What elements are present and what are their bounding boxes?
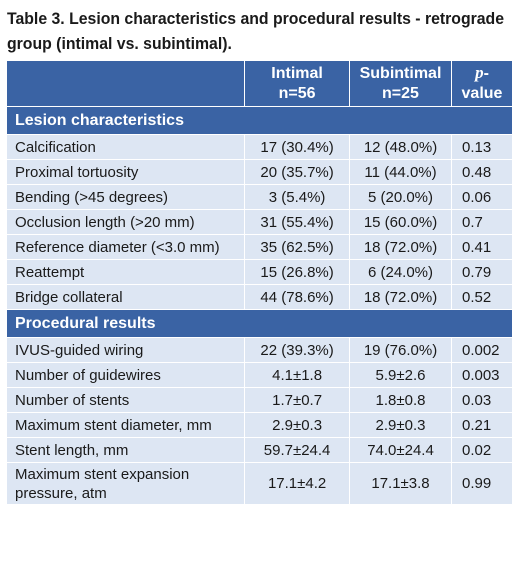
subintimal-value: 11 (44.0%) <box>349 159 452 185</box>
p-value: 0.003 <box>450 362 514 388</box>
p-value: 0.03 <box>450 387 514 413</box>
results-table: Intimal n=56 Subintimal n=25 p-value Les… <box>5 60 514 505</box>
header-pvalue: p-value <box>450 60 514 107</box>
intimal-value: 1.7±0.7 <box>244 387 351 413</box>
intimal-value: 20 (35.7%) <box>244 159 351 185</box>
p-value: 0.79 <box>450 259 514 285</box>
row-label: Number of guidewires <box>5 362 246 388</box>
row-label: Reference diameter (<3.0 mm) <box>5 234 246 260</box>
subintimal-value: 74.0±24.4 <box>349 437 452 463</box>
section-header-row: Lesion characteristics <box>6 106 513 135</box>
p-value: 0.41 <box>450 234 514 260</box>
header-subintimal-label: Subintimal <box>359 64 442 82</box>
p-value: 0.02 <box>450 437 514 463</box>
header-pvalue-p: p <box>475 63 484 82</box>
row-label: Number of stents <box>5 387 246 413</box>
table-row: Proximal tortuosity 20 (35.7%) 11 (44.0%) 0… <box>5 159 514 185</box>
table-row: Number of guidewires 4.1±1.8 5.9±2.6 0.003 <box>5 362 514 388</box>
p-value: 0.21 <box>450 412 514 438</box>
p-value: 0.13 <box>450 134 514 160</box>
table-caption: Table 3. Lesion characteristics and proc… <box>7 9 505 53</box>
subintimal-value: 15 (60.0%) <box>349 209 452 235</box>
subintimal-value: 19 (76.0%) <box>349 337 452 363</box>
subintimal-value: 5.9±2.6 <box>349 362 452 388</box>
table-row: Bending (>45 degrees) 3 (5.4%) 5 (20.0%) 0.… <box>5 184 514 210</box>
header-intimal-n: n=56 <box>278 84 316 102</box>
p-value: 0.7 <box>450 209 514 235</box>
row-label: IVUS-guided wiring <box>5 337 246 363</box>
subintimal-value: 5 (20.0%) <box>349 184 452 210</box>
intimal-value: 44 (78.6%) <box>244 284 351 310</box>
header-intimal: Intimal n=56 <box>244 60 351 107</box>
p-value: 0.06 <box>450 184 514 210</box>
row-label: Calcification <box>5 134 246 160</box>
p-value: 0.99 <box>450 462 514 505</box>
section-title: Procedural results <box>6 309 513 338</box>
intimal-value: 4.1±1.8 <box>244 362 351 388</box>
intimal-value: 22 (39.3%) <box>244 337 351 363</box>
table-row: Stent length, mm 59.7±24.4 74.0±24.4 0.02 <box>5 437 514 463</box>
row-label: Bending (>45 degrees) <box>5 184 246 210</box>
intimal-value: 2.9±0.3 <box>244 412 351 438</box>
header-pvalue-rest: -value <box>461 65 503 102</box>
subintimal-value: 18 (72.0%) <box>349 234 452 260</box>
row-label: Maximum stent expansion pressure, atm <box>5 462 246 505</box>
p-value: 0.52 <box>450 284 514 310</box>
table-row: Bridge collateral 44 (78.6%) 18 (72.0%) 0.5… <box>5 284 514 310</box>
table-row: Maximum stent diameter, mm 2.9±0.3 2.9±0.3… <box>5 412 514 438</box>
row-label: Reattempt <box>5 259 246 285</box>
subintimal-value: 12 (48.0%) <box>349 134 452 160</box>
table-row: IVUS-guided wiring 22 (39.3%) 19 (76.0%) 0.… <box>5 337 514 363</box>
intimal-value: 17 (30.4%) <box>244 134 351 160</box>
subintimal-value: 2.9±0.3 <box>349 412 452 438</box>
p-value: 0.002 <box>450 337 514 363</box>
intimal-value: 59.7±24.4 <box>244 437 351 463</box>
table-row: Maximum stent expansion pressure, atm 17.… <box>5 462 514 505</box>
section-header-row: Procedural results <box>6 309 513 338</box>
table-header-row: Intimal n=56 Subintimal n=25 p-value <box>5 60 514 107</box>
header-intimal-label: Intimal <box>271 64 323 82</box>
header-blank <box>5 60 246 107</box>
subintimal-value: 18 (72.0%) <box>349 284 452 310</box>
table-row: Calcification 17 (30.4%) 12 (48.0%) 0.13 <box>5 134 514 160</box>
header-subintimal: Subintimal n=25 <box>349 60 452 107</box>
intimal-value: 35 (62.5%) <box>244 234 351 260</box>
table-row: Number of stents 1.7±0.7 1.8±0.8 0.03 <box>5 387 514 413</box>
subintimal-value: 1.8±0.8 <box>349 387 452 413</box>
row-label: Stent length, mm <box>5 437 246 463</box>
row-label: Maximum stent diameter, mm <box>5 412 246 438</box>
table-row: Reference diameter (<3.0 mm) 35 (62.5%) 18… <box>5 234 514 260</box>
subintimal-value: 17.1±3.8 <box>349 462 452 505</box>
section-title: Lesion characteristics <box>6 106 513 135</box>
intimal-value: 17.1±4.2 <box>244 462 351 505</box>
intimal-value: 31 (55.4%) <box>244 209 351 235</box>
table-row: Occlusion length (>20 mm) 31 (55.4%) 15 (6… <box>5 209 514 235</box>
intimal-value: 3 (5.4%) <box>244 184 351 210</box>
subintimal-value: 6 (24.0%) <box>349 259 452 285</box>
row-label: Proximal tortuosity <box>5 159 246 185</box>
header-subintimal-n: n=25 <box>382 84 419 102</box>
intimal-value: 15 (26.8%) <box>244 259 351 285</box>
row-label: Bridge collateral <box>5 284 246 310</box>
table-row: Reattempt 15 (26.8%) 6 (24.0%) 0.79 <box>5 259 514 285</box>
p-value: 0.48 <box>450 159 514 185</box>
row-label: Occlusion length (>20 mm) <box>5 209 246 235</box>
